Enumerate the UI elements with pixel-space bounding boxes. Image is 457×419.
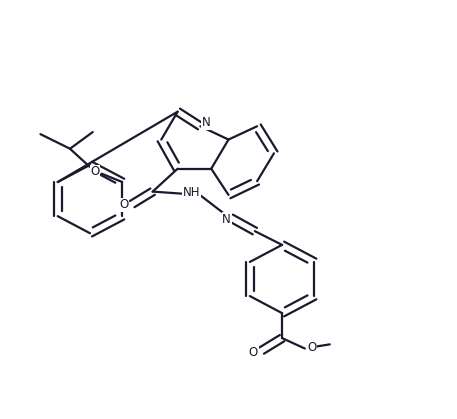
Text: N: N bbox=[202, 116, 210, 129]
Text: O: O bbox=[308, 341, 317, 354]
Text: O: O bbox=[249, 346, 258, 359]
Text: O: O bbox=[90, 165, 100, 178]
Text: NH: NH bbox=[182, 186, 200, 199]
Text: N: N bbox=[222, 213, 231, 226]
Text: O: O bbox=[119, 199, 129, 212]
